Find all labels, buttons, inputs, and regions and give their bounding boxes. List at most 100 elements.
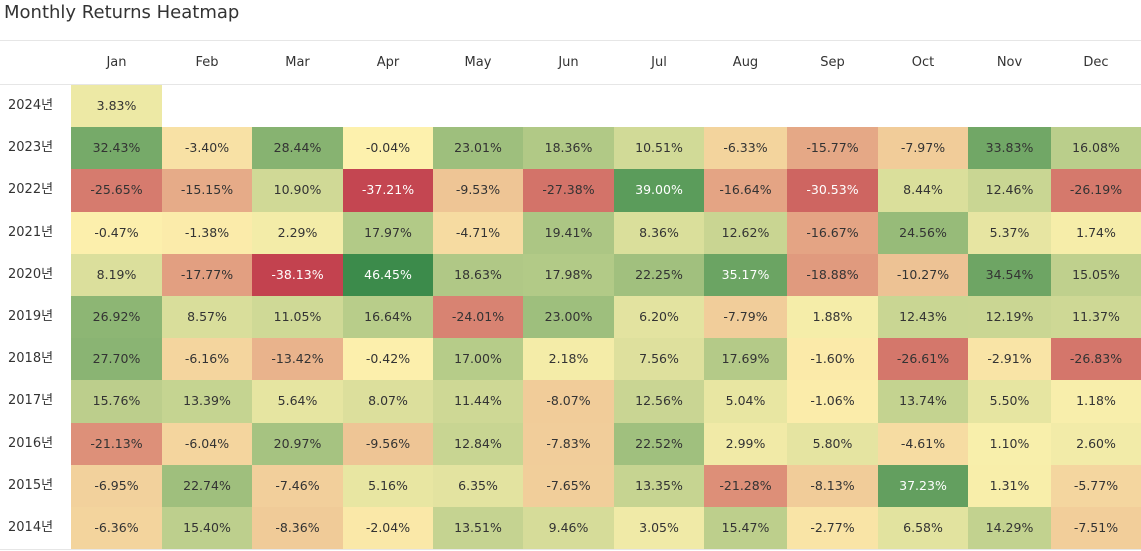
heatmap-cell: 8.44% bbox=[878, 169, 968, 212]
heatmap-cell: 11.05% bbox=[252, 296, 343, 339]
column-header-may: May bbox=[464, 55, 492, 70]
row-header: 2014년 bbox=[8, 520, 54, 535]
heatmap-cell: -3.40% bbox=[162, 127, 252, 170]
heatmap-cell: 5.50% bbox=[968, 380, 1051, 423]
heatmap-cell: 2.18% bbox=[523, 338, 614, 381]
heatmap-cell: -1.60% bbox=[787, 338, 878, 381]
column-header-jul: Jul bbox=[651, 55, 667, 70]
heatmap-cell: 8.57% bbox=[162, 296, 252, 339]
heatmap-cell: 16.64% bbox=[343, 296, 433, 339]
heatmap-cell: 26.92% bbox=[71, 296, 162, 339]
heatmap-cell: -7.51% bbox=[1051, 507, 1141, 550]
header-top-rule bbox=[0, 40, 1141, 41]
heatmap-cell: 13.74% bbox=[878, 380, 968, 423]
heatmap-cell: 37.23% bbox=[878, 464, 968, 507]
heatmap-cell: -5.77% bbox=[1051, 464, 1141, 507]
heatmap-cell: -2.77% bbox=[787, 507, 878, 550]
column-header-sep: Sep bbox=[820, 55, 845, 70]
heatmap-cell: -0.42% bbox=[343, 338, 433, 381]
heatmap-cell: 7.56% bbox=[614, 338, 704, 381]
heatmap-cell: 39.00% bbox=[614, 169, 704, 212]
heatmap-cell: 10.51% bbox=[614, 127, 704, 170]
heatmap-cell: 5.04% bbox=[704, 380, 787, 423]
heatmap-cell: 32.43% bbox=[71, 127, 162, 170]
heatmap-cell: 19.41% bbox=[523, 211, 614, 254]
heatmap-cell: 34.54% bbox=[968, 253, 1051, 296]
table-bottom-rule bbox=[0, 549, 1141, 550]
heatmap-cell: 6.20% bbox=[614, 296, 704, 339]
heatmap-cell: 17.98% bbox=[523, 253, 614, 296]
row-header: 2015년 bbox=[8, 477, 54, 493]
heatmap-cell: -0.47% bbox=[71, 211, 162, 254]
chart-title: Monthly Returns Heatmap bbox=[4, 2, 240, 23]
heatmap-cell: 1.88% bbox=[787, 296, 878, 339]
heatmap-cell: 9.46% bbox=[523, 507, 614, 550]
heatmap-cell: 23.00% bbox=[523, 296, 614, 339]
heatmap-cell: -21.13% bbox=[71, 422, 162, 465]
heatmap-cell: 16.08% bbox=[1051, 127, 1141, 170]
heatmap-cell: 22.25% bbox=[614, 253, 704, 296]
row-header: 2024년 bbox=[8, 98, 54, 113]
heatmap-cell: 13.39% bbox=[162, 380, 252, 423]
column-header-jun: Jun bbox=[558, 55, 579, 70]
heatmap-cell: -1.38% bbox=[162, 211, 252, 254]
heatmap-cell: 10.90% bbox=[252, 169, 343, 212]
heatmap-cell: 22.52% bbox=[614, 422, 704, 465]
heatmap-cell: 15.05% bbox=[1051, 253, 1141, 296]
heatmap-cell: -38.13% bbox=[252, 253, 343, 296]
heatmap-cell: -26.61% bbox=[878, 338, 968, 381]
heatmap-cell: 12.84% bbox=[433, 422, 523, 465]
heatmap-cell: 11.44% bbox=[433, 380, 523, 423]
row-header: 2022년 bbox=[8, 182, 54, 198]
heatmap-cell: -37.21% bbox=[343, 169, 433, 212]
row-header: 2016년 bbox=[8, 435, 54, 451]
heatmap-cell: 23.01% bbox=[433, 127, 523, 170]
row-header: 2019년 bbox=[8, 309, 54, 324]
heatmap-cell: 20.97% bbox=[252, 422, 343, 465]
heatmap-cell: 17.69% bbox=[704, 338, 787, 381]
heatmap-cell: -7.46% bbox=[252, 464, 343, 507]
heatmap-cell: -10.27% bbox=[878, 253, 968, 296]
heatmap-cell: 22.74% bbox=[162, 464, 252, 507]
heatmap-cell: -7.79% bbox=[704, 296, 787, 339]
heatmap-cell: 6.35% bbox=[433, 464, 523, 507]
heatmap-cell: -15.15% bbox=[162, 169, 252, 212]
heatmap-cell: -26.83% bbox=[1051, 338, 1141, 381]
heatmap-cell: 13.51% bbox=[433, 507, 523, 550]
heatmap-cell: 28.44% bbox=[252, 127, 343, 170]
heatmap-cell: -21.28% bbox=[704, 464, 787, 507]
heatmap-cell: 11.37% bbox=[1051, 296, 1141, 339]
column-header-apr: Apr bbox=[376, 55, 400, 70]
heatmap-cell: -2.91% bbox=[968, 338, 1051, 381]
heatmap-cell: 2.29% bbox=[252, 211, 343, 254]
heatmap-cell: 2.99% bbox=[704, 422, 787, 465]
heatmap-cell: -30.53% bbox=[787, 169, 878, 212]
row-header: 2018년 bbox=[8, 351, 54, 367]
heatmap-cell: 33.83% bbox=[968, 127, 1051, 170]
heatmap-cell: 12.19% bbox=[968, 296, 1051, 339]
heatmap-cell: -0.04% bbox=[343, 127, 433, 170]
heatmap-cell: 15.76% bbox=[71, 380, 162, 423]
heatmap-cell: -13.42% bbox=[252, 338, 343, 381]
heatmap-cell: -8.36% bbox=[252, 507, 343, 550]
column-header-dec: Dec bbox=[1083, 55, 1109, 70]
heatmap-cell: 15.47% bbox=[704, 507, 787, 550]
heatmap-cell: -2.04% bbox=[343, 507, 433, 550]
heatmap-cell: 46.45% bbox=[343, 253, 433, 296]
heatmap-cell: 17.00% bbox=[433, 338, 523, 381]
heatmap-cell: 12.56% bbox=[614, 380, 704, 423]
row-header: 2017년 bbox=[8, 393, 54, 409]
heatmap-cell: -26.19% bbox=[1051, 169, 1141, 212]
heatmap-cell: 8.07% bbox=[343, 380, 433, 423]
heatmap-cell: 5.64% bbox=[252, 380, 343, 423]
header-bottom-rule bbox=[0, 84, 1141, 85]
heatmap-cell: -24.01% bbox=[433, 296, 523, 339]
heatmap-cell: 5.37% bbox=[968, 211, 1051, 254]
row-header: 2023년 bbox=[8, 140, 54, 156]
heatmap-cell: 8.36% bbox=[614, 211, 704, 254]
heatmap-cell: -6.95% bbox=[71, 464, 162, 507]
heatmap-cell: -15.77% bbox=[787, 127, 878, 170]
heatmap-cell: -17.77% bbox=[162, 253, 252, 296]
heatmap-cell: 1.10% bbox=[968, 422, 1051, 465]
column-header-oct: Oct bbox=[911, 55, 935, 70]
